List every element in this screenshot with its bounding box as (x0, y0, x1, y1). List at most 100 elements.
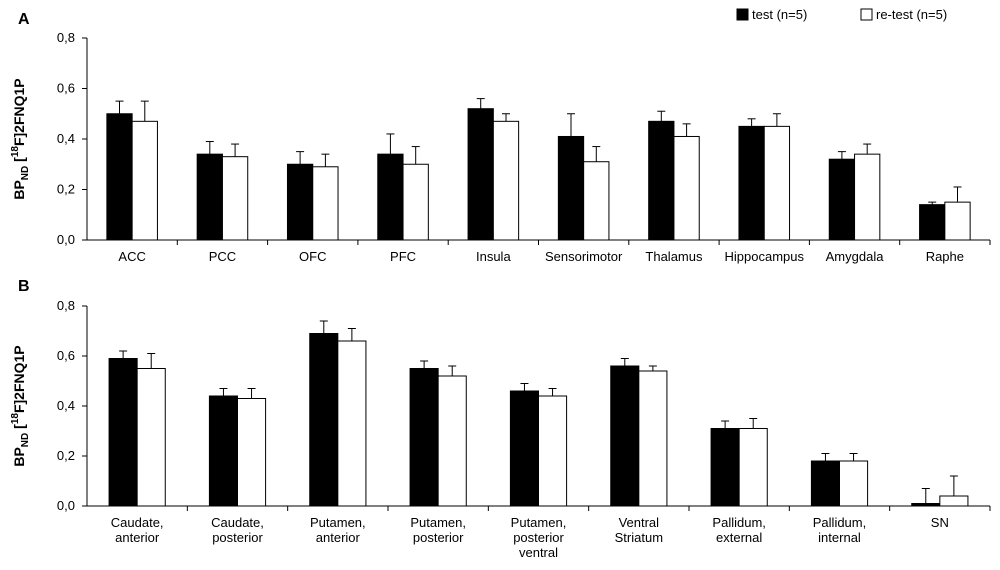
x-tick-label: Pallidum, internal (813, 515, 866, 545)
bar-test (710, 428, 740, 507)
x-tick-label-line: posterior (212, 530, 263, 545)
bar-retest (402, 163, 429, 241)
bar-retest (738, 428, 768, 507)
bar-test (557, 135, 585, 241)
x-tick-label-line: Putamen, (310, 515, 366, 530)
x-tick-label-line: Striatum (615, 530, 663, 545)
y-label-tracer: F]2FNQ1P (11, 345, 27, 413)
y-label-superscript: 18 (10, 413, 21, 425)
x-tick-label-line: anterior (115, 530, 160, 545)
x-tick-label: Pallidum, external (712, 515, 765, 545)
x-tick-label-line: Sensorimotor (545, 249, 623, 264)
legend-swatch-test (736, 8, 749, 21)
x-tick-label: Sensorimotor (545, 249, 623, 264)
x-tick-label-line: Thalamus (645, 249, 703, 264)
panel-a: A 0,0 0,2 0,4 0,6 0,8 BPND [18F]2FNQ1P ACC PCC OF… (10, 7, 991, 264)
x-tick-label-line: internal (818, 530, 861, 545)
bar-test (919, 204, 946, 241)
legend-label-test: test (n=5) (752, 7, 807, 22)
y-label-bracket: [ (11, 424, 27, 433)
bar-retest (237, 398, 267, 507)
x-tick-label: PCC (209, 249, 236, 264)
bar-test (409, 368, 439, 507)
y-tick-label: 0,0 (57, 498, 75, 513)
y-tick-label: 0,6 (57, 348, 75, 363)
y-axis-label: BPND [18F]2FNQ1P (10, 345, 31, 466)
bar-test (738, 125, 765, 241)
panel-label: A (18, 11, 30, 28)
x-tick-label: SN (931, 515, 949, 530)
bar-retest (538, 395, 568, 507)
x-tick-label-line: Insula (476, 249, 511, 264)
x-tick-label: Insula (476, 249, 511, 264)
x-tick-label-line: posterior (413, 530, 464, 545)
x-tick-label-line: Raphe (926, 249, 964, 264)
x-tick-label: Raphe (926, 249, 964, 264)
y-tick-label: 0,4 (57, 131, 75, 146)
x-tick-label: PFC (390, 249, 416, 264)
y-tick-label: 0,2 (57, 448, 75, 463)
x-tick-label: OFC (299, 249, 326, 264)
bar-test (911, 503, 941, 507)
bar-test (196, 153, 223, 241)
bar-test (108, 358, 138, 507)
y-label-bracket: [ (11, 157, 27, 166)
x-tick-label: ACC (118, 249, 145, 264)
y-label-subscript: ND (20, 433, 31, 447)
y-label-main: BP (11, 447, 27, 466)
x-tick-label-line: ACC (118, 249, 145, 264)
legend-swatch-retest (860, 8, 873, 21)
bar-test (377, 153, 404, 241)
bar-test (810, 460, 841, 507)
x-tick-label-line: Pallidum, (813, 515, 866, 530)
bar-test (648, 120, 675, 241)
panel-label: B (18, 278, 30, 295)
x-tick-label: Ventral Striatum (615, 515, 663, 545)
y-axis-label: BPND [18F]2FNQ1P (10, 78, 31, 199)
bar-test (309, 333, 339, 507)
x-tick-label: Putamen, anterior (310, 515, 366, 545)
bar-retest (131, 120, 158, 241)
x-tick-label-line: Ventral (619, 515, 660, 530)
x-tick-label: Caudate, anterior (111, 515, 164, 545)
x-tick-label-line: PFC (390, 249, 416, 264)
x-tick-label-line: Pallidum, (712, 515, 765, 530)
bar-retest (337, 340, 367, 507)
x-tick-label-line: PCC (209, 249, 236, 264)
bar-retest (136, 368, 166, 507)
x-tick-label: Thalamus (645, 249, 703, 264)
x-tick-label-line: Putamen, (511, 515, 567, 530)
x-tick-label: Caudate, posterior (211, 515, 264, 545)
y-tick-label: 0,0 (57, 232, 75, 247)
bar-retest (944, 201, 971, 241)
bar-retest (638, 370, 668, 507)
x-tick-label: Hippocampus (725, 249, 805, 264)
y-tick-label: 0,4 (57, 398, 75, 413)
x-tick-label-line: external (716, 530, 762, 545)
y-label-superscript: 18 (10, 146, 21, 158)
x-tick-label: Putamen, posterior (410, 515, 466, 545)
bar-retest (221, 156, 249, 241)
bar-retest (854, 153, 881, 241)
bar-retest (312, 166, 339, 241)
x-tick-label-line: Putamen, (410, 515, 466, 530)
bar-retest (437, 375, 467, 507)
bar-retest (763, 125, 791, 241)
x-tick-label-line: Hippocampus (725, 249, 805, 264)
y-tick-label: 0,6 (57, 81, 75, 96)
bar-test (509, 390, 540, 507)
bar-retest (492, 120, 520, 241)
bar-retest (673, 135, 700, 241)
y-label-tracer: F]2FNQ1P (11, 78, 27, 146)
x-tick-label-line: ventral (519, 545, 558, 560)
y-tick-label: 0,8 (57, 30, 75, 45)
bar-retest (939, 495, 969, 507)
y-label-subscript: ND (20, 166, 31, 180)
legend-label-retest: re-test (n=5) (876, 7, 947, 22)
bar-test (106, 113, 133, 241)
x-tick-label: Putamen, posterior ventral (511, 515, 567, 560)
bar-test (610, 365, 640, 507)
x-tick-label-line: Amygdala (826, 249, 885, 264)
x-tick-label-line: posterior (513, 530, 564, 545)
